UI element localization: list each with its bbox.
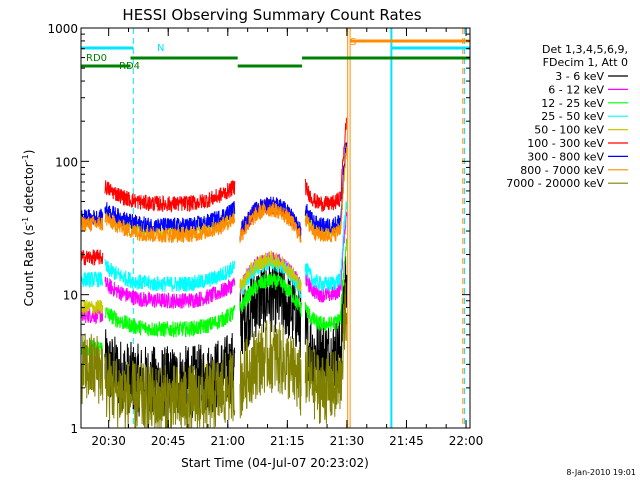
legend-label: 6 - 12 keV bbox=[548, 83, 604, 96]
x-tick-label: 22:00 bbox=[449, 434, 484, 448]
y-tick-label: 1 bbox=[70, 422, 78, 436]
x-axis-label: Start Time (04-Jul-07 20:23:02) bbox=[181, 456, 369, 470]
flag-label-rd4: RD4 bbox=[119, 61, 140, 72]
plot-frame bbox=[80, 27, 471, 429]
x-tick-label: 21:15 bbox=[270, 434, 305, 448]
legend-label: 800 - 7000 keV bbox=[520, 164, 604, 177]
flag-label-s: S bbox=[350, 37, 356, 48]
footer-date: 8-Jan-2010 19:01 bbox=[566, 468, 636, 477]
x-tick-label: 20:45 bbox=[151, 434, 186, 448]
legend-label: 12 - 25 keV bbox=[541, 97, 604, 110]
legend-label: 3 - 6 keV bbox=[555, 70, 604, 83]
series-line bbox=[81, 200, 348, 299]
x-tick-label: 21:30 bbox=[330, 434, 365, 448]
y-tick-label: 1000 bbox=[47, 22, 78, 36]
chart-title: HESSI Observing Summary Count Rates bbox=[122, 6, 421, 24]
x-tick-label: 21:45 bbox=[389, 434, 424, 448]
legend-header-line2: FDecim 1, Att 0 bbox=[543, 56, 628, 69]
x-tick-label: 20:30 bbox=[91, 434, 126, 448]
plot-area: RD0 RD4 N S bbox=[81, 28, 470, 428]
legend-label: 50 - 100 keV bbox=[534, 124, 604, 137]
series-line bbox=[81, 146, 348, 244]
plot-content bbox=[81, 28, 470, 428]
flag-label-n: N bbox=[157, 43, 164, 54]
legend: Det 1,3,4,5,6,9, FDecim 1, Att 0 3 - 6 k… bbox=[506, 43, 628, 190]
series-line bbox=[81, 211, 348, 325]
y-tick-label: 100 bbox=[55, 155, 78, 169]
series-line bbox=[81, 282, 348, 428]
legend-label: 25 - 50 keV bbox=[541, 110, 604, 123]
series-line bbox=[81, 117, 347, 267]
flag-label-rd0: RD0 bbox=[86, 53, 107, 64]
legend-label: 300 - 800 keV bbox=[527, 150, 604, 163]
x-axis-ticks: 20:30 20:45 21:00 21:15 21:30 21:45 22:00 bbox=[91, 28, 483, 448]
legend-label: 100 - 300 keV bbox=[527, 137, 604, 150]
y-axis-label: Count Rate (s-1 detector-1) bbox=[21, 150, 36, 307]
y-tick-label: 10 bbox=[63, 289, 78, 303]
legend-label: 7000 - 20000 keV bbox=[506, 177, 604, 190]
legend-header-line1: Det 1,3,4,5,6,9, bbox=[542, 43, 628, 56]
x-tick-label: 21:00 bbox=[210, 434, 245, 448]
y-axis-ticks: 1 10 100 1000 bbox=[47, 22, 470, 436]
